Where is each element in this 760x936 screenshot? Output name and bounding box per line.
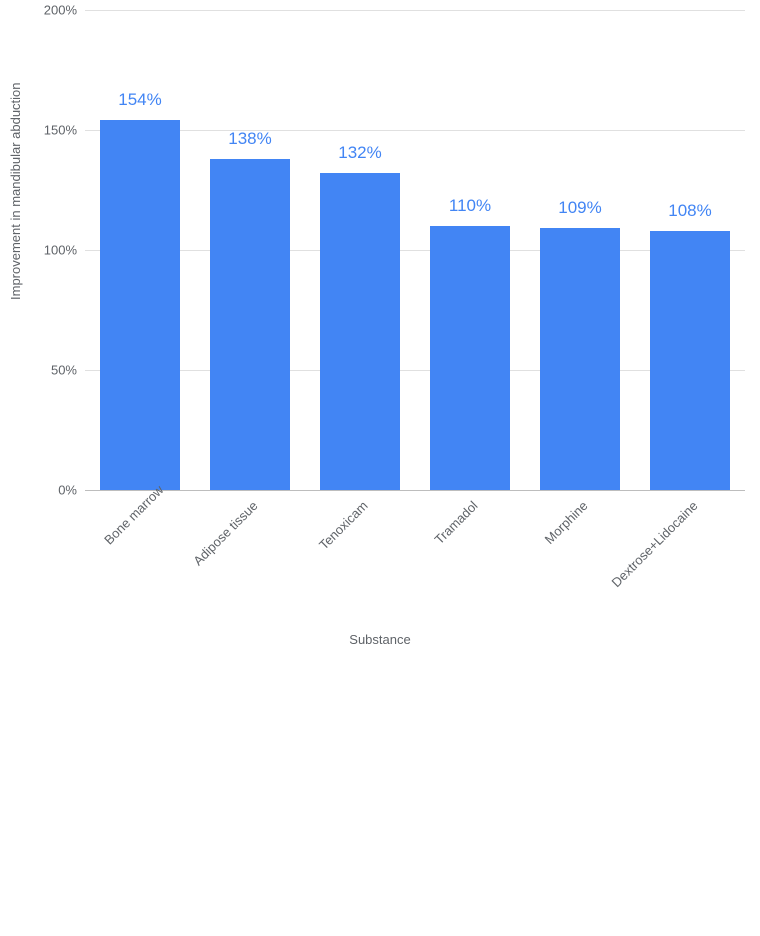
bar [210, 159, 289, 490]
bar-value-label: 109% [558, 198, 601, 218]
bar-value-label: 154% [118, 90, 161, 110]
y-tick-label: 50% [51, 363, 77, 378]
gridline [85, 130, 745, 131]
gridline [85, 250, 745, 251]
bar [430, 226, 509, 490]
y-tick-label: 150% [44, 123, 77, 138]
bar-value-label: 110% [449, 196, 491, 216]
bar [100, 120, 179, 490]
x-tick-label: Adipose tissue [133, 498, 260, 625]
bar-value-label: 108% [668, 201, 711, 221]
y-axis-title: Improvement in mandibular abduction [8, 82, 23, 300]
y-tick-label: 200% [44, 3, 77, 18]
x-tick-label: Bone marrow [101, 498, 150, 547]
bar [540, 228, 619, 490]
y-tick-label: 100% [44, 243, 77, 258]
x-tick-label: Dextrose+Lidocaine [262, 498, 700, 936]
gridline [85, 10, 745, 11]
bar [650, 231, 729, 490]
x-tick-label: Morphine [230, 498, 591, 859]
bar-value-label: 132% [338, 143, 381, 163]
plot-area: 0%50%100%150%200%154%Bone marrow138%Adip… [85, 10, 745, 490]
baseline [85, 490, 745, 491]
bar [320, 173, 399, 490]
y-tick-label: 0% [58, 483, 77, 498]
bar-value-label: 138% [228, 129, 271, 149]
gridline [85, 370, 745, 371]
x-tick-label: Tenoxicam [166, 498, 371, 703]
bar-chart: Improvement in mandibular abduction 0%50… [0, 0, 760, 655]
x-axis-title: Substance [0, 632, 760, 647]
